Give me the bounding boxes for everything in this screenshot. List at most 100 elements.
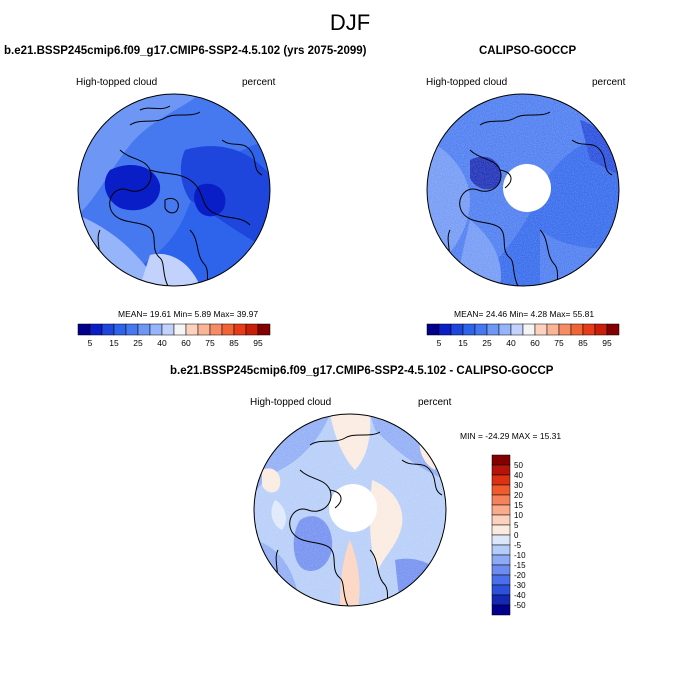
panel2-map: [426, 93, 620, 287]
panel3-colorbar-tick-label: -30: [514, 581, 526, 590]
panel3-colorbar-tick-label: 30: [514, 481, 523, 490]
panel1-colorbar-swatch: [161, 323, 175, 336]
panel1-colorbar-swatch: [125, 323, 139, 336]
season-title: DJF: [329, 10, 371, 35]
panel1-colorbar-tick-label: 60: [181, 338, 191, 348]
panel1-colorbar-swatch: [173, 323, 187, 336]
panel2-colorbar-swatch: [486, 323, 500, 336]
panel2-colorbar-swatch: [438, 323, 452, 336]
panel2-colorbar-tick-label: 75: [554, 338, 564, 348]
panel1-colorbar-tick-label: 95: [253, 338, 263, 348]
panel3-colorbar-tick-label: 15: [514, 501, 523, 510]
panel3-colorbar-swatch: [491, 554, 511, 566]
panel2-colorbar-tick-label: 60: [530, 338, 540, 348]
panel2-right-label: percent: [592, 77, 626, 88]
panel1-colorbar-swatch: [185, 323, 199, 336]
panel1-colorbar-tick-label: 15: [109, 338, 119, 348]
panel3-colorbar-swatch: [491, 524, 511, 536]
panel1-colorbar-swatch: [245, 323, 259, 336]
panel3-colorbar-swatch: [491, 584, 511, 596]
panel3-colorbar-tick-label: 40: [514, 471, 523, 480]
panel1-colorbar-swatch: [149, 323, 163, 336]
panel1-colorbar-swatch: [89, 323, 103, 336]
panel1-right-label: percent: [242, 77, 276, 88]
panel3-colorbar-tick-label: -5: [514, 541, 522, 550]
panel3-colorbar-tick-label: -50: [514, 601, 526, 610]
panel2-colorbar-swatch: [450, 323, 464, 336]
panel3-colorbar-tick-label: -40: [514, 591, 526, 600]
panel2-colorbar-swatch: [606, 323, 620, 336]
panel2-colorbar-swatch: [498, 323, 512, 336]
panel1-colorbar-tick-label: 75: [205, 338, 215, 348]
panel2-colorbar-swatch: [534, 323, 548, 336]
panel3-colorbar-tick-label: 5: [514, 521, 519, 530]
panel3-colorbar-swatch: [491, 504, 511, 516]
panel3-colorbar-swatch: [491, 454, 511, 466]
panel1-colorbar-swatch: [113, 323, 127, 336]
panel2-colorbar-swatch: [426, 323, 440, 336]
panel3-colorbar-tick-label: 20: [514, 491, 523, 500]
panel2-colorbar-swatch: [510, 323, 524, 336]
panel2-title: CALIPSO-GOCCP: [479, 45, 577, 57]
panel2-colorbar-swatch: [594, 323, 608, 336]
panel1-colorbar-swatch: [221, 323, 235, 336]
panel2-colorbar-tick-label: 40: [506, 338, 516, 348]
panel3-colorbar-tick-label: -15: [514, 561, 526, 570]
panel1-colorbar-tick-label: 40: [157, 338, 167, 348]
panel2-colorbar-tick-label: 85: [578, 338, 588, 348]
panel1-colorbar-swatch: [209, 323, 223, 336]
panel3-colorbar-tick-label: 10: [514, 511, 523, 520]
panel2-colorbar-tick-label: 25: [482, 338, 492, 348]
panel1-colorbar-tick-label: 5: [88, 338, 93, 348]
panel2-colorbar-swatch: [570, 323, 584, 336]
panel3-colorbar-tick-label: 0: [514, 531, 519, 540]
panel1-colorbar-swatch: [137, 323, 151, 336]
panel3-title: b.e21.BSSP245cmip6.f09_g17.CMIP6-SSP2-4.…: [170, 365, 554, 377]
panel2-colorbar-swatch: [474, 323, 488, 336]
panel2-colorbar-tick-label: 95: [602, 338, 612, 348]
panel1-colorbar-swatch: [233, 323, 247, 336]
panel2-left-label: High-topped cloud: [426, 77, 508, 88]
panel3-colorbar-swatch: [491, 494, 511, 506]
panel1-colorbar: 5 15 25 40 60 75 85 95: [77, 323, 271, 348]
panel3-colorbar-swatch: [491, 544, 511, 556]
panel3-stats: MIN = -24.29 MAX = 15.31: [460, 431, 562, 441]
panel3-colorbar-swatch: [491, 514, 511, 526]
panel2-colorbar-swatch: [522, 323, 536, 336]
panel2-colorbar-tick-label: 15: [458, 338, 468, 348]
panel3-colorbar-swatch: [491, 474, 511, 486]
panel1-title: b.e21.BSSP245cmip6.f09_g17.CMIP6-SSP2-4.…: [4, 45, 367, 57]
panel3-colorbar-swatch: [491, 604, 511, 616]
panel3-colorbar-swatch: [491, 484, 511, 496]
panel1-colorbar-swatch: [257, 323, 271, 336]
panel3-colorbar-tick-label: -10: [514, 551, 526, 560]
panel1-left-label: High-topped cloud: [76, 77, 158, 88]
panel3-colorbar-swatch: [491, 464, 511, 476]
panel2-colorbar-swatch: [558, 323, 572, 336]
panel1-colorbar-tick-label: 85: [229, 338, 239, 348]
panel2-colorbar-swatch: [582, 323, 596, 336]
panel1-colorbar-swatch: [77, 323, 91, 336]
panel1-colorbar-swatch: [101, 323, 115, 336]
panel3-colorbar-tick-label: 50: [514, 461, 523, 470]
panel3-colorbar-swatch: [491, 574, 511, 586]
panel2-colorbar: 5 15 25 40 60 75 85 95: [426, 323, 620, 348]
panel3-colorbar-tick-label: -20: [514, 571, 526, 580]
panel3-right-label: percent: [418, 397, 452, 408]
panel3-colorbar-swatch: [491, 564, 511, 576]
panel3-map: [253, 413, 447, 607]
panel1-colorbar-tick-label: 25: [133, 338, 143, 348]
panel2-stats: MEAN= 24.46 Min= 4.28 Max= 55.81: [454, 309, 595, 319]
panel2-colorbar-tick-label: 5: [437, 338, 442, 348]
panel1-stats: MEAN= 19.61 Min= 5.89 Max= 39.97: [118, 309, 259, 319]
panel3-colorbar-swatch: [491, 594, 511, 606]
panel3-left-label: High-topped cloud: [250, 397, 332, 408]
panel2-colorbar-swatch: [546, 323, 560, 336]
panel3-colorbar-swatch: [491, 534, 511, 546]
panel1-map: [77, 93, 271, 287]
panel1-colorbar-swatch: [197, 323, 211, 336]
panel2-colorbar-swatch: [462, 323, 476, 336]
